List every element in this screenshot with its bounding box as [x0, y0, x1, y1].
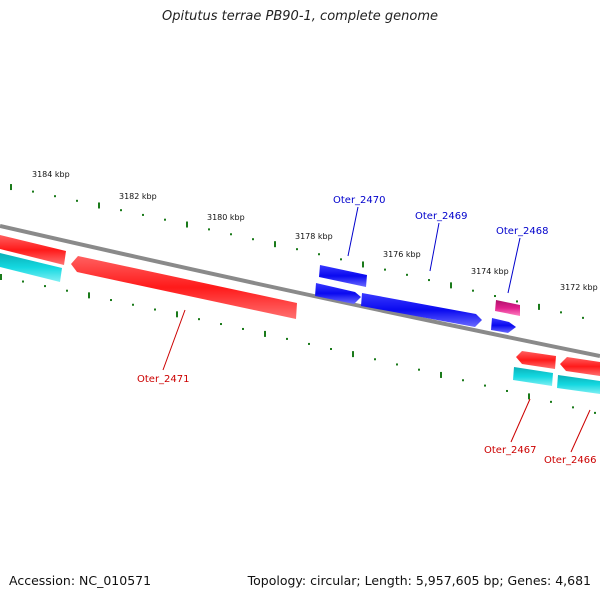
minor-tick — [572, 406, 574, 409]
gene-label-oter-2470[interactable]: Oter_2470 — [333, 195, 386, 206]
minor-tick — [494, 295, 496, 298]
minor-tick — [594, 411, 596, 414]
major-tick — [538, 303, 540, 310]
minor-tick — [318, 253, 320, 256]
genome-title: Opitutus terrae PB90-1, complete genome — [161, 9, 439, 24]
minor-tick — [164, 218, 166, 221]
major-tick — [274, 241, 276, 248]
tick-label: 3182 kbp — [119, 192, 157, 201]
minor-tick — [252, 238, 254, 241]
outer-tick-ring — [10, 184, 584, 319]
gene-oter-2467-red[interactable] — [516, 351, 556, 369]
leader-line — [347, 206, 359, 257]
minor-tick — [44, 285, 46, 288]
major-tick — [352, 351, 354, 358]
minor-tick — [582, 316, 584, 319]
tick-label: 3184 kbp — [32, 170, 70, 179]
minor-tick — [550, 400, 552, 403]
gene-oter-2470-top[interactable] — [319, 265, 367, 287]
gene-label-oter-2469[interactable]: Oter_2469 — [415, 211, 468, 222]
minor-tick — [308, 342, 310, 345]
major-tick — [362, 261, 364, 268]
minor-tick — [120, 209, 122, 212]
minor-tick — [66, 289, 68, 292]
gene-oter-2470[interactable] — [315, 283, 361, 304]
minor-tick — [418, 368, 420, 371]
major-tick — [10, 184, 12, 191]
gene-oter-2468-magenta[interactable] — [495, 300, 520, 316]
major-tick — [440, 371, 442, 378]
major-tick — [264, 330, 266, 337]
major-tick — [0, 274, 2, 280]
minor-tick — [330, 348, 332, 351]
gene-oter-2471[interactable] — [71, 256, 297, 319]
minor-tick — [54, 195, 56, 198]
gene-label-oter-2471[interactable]: Oter_2471 — [137, 374, 190, 385]
minor-tick — [208, 228, 210, 231]
major-tick — [450, 282, 452, 289]
genome-backbone — [0, 224, 600, 358]
leader-line — [570, 409, 591, 453]
minor-tick — [484, 384, 486, 387]
minor-tick — [110, 299, 112, 302]
tick-label: 3178 kbp — [295, 232, 333, 241]
minor-tick — [198, 318, 200, 321]
minor-tick — [142, 213, 144, 216]
gene-oter-2467[interactable] — [513, 367, 553, 386]
inner-tick-ring — [0, 274, 596, 414]
leader-line — [507, 237, 521, 294]
minor-tick — [384, 268, 386, 271]
minor-tick — [506, 389, 508, 392]
minor-tick — [132, 303, 134, 306]
major-tick — [186, 221, 188, 228]
leader-line — [510, 398, 531, 443]
minor-tick — [516, 300, 518, 303]
gene-red-left[interactable] — [0, 235, 66, 265]
accession-label: Accession: NC_010571 — [9, 573, 152, 588]
minor-tick — [230, 233, 232, 236]
gene-oter-2468[interactable] — [491, 318, 516, 333]
minor-tick — [296, 248, 298, 251]
gene-label-oter-2468[interactable]: Oter_2468 — [496, 226, 549, 237]
gene-label-oter-2467[interactable]: Oter_2467 — [484, 445, 537, 456]
minor-tick — [22, 280, 24, 283]
gene-oter-2466[interactable] — [557, 375, 600, 394]
minor-tick — [406, 273, 408, 276]
minor-tick — [32, 190, 34, 193]
minor-tick — [560, 311, 562, 314]
minor-tick — [220, 323, 222, 326]
leader-line — [162, 309, 186, 371]
tick-label: 3176 kbp — [383, 250, 421, 259]
minor-tick — [462, 379, 464, 382]
major-tick — [98, 202, 100, 209]
genome-summary: Topology: circular; Length: 5,957,605 bp… — [247, 573, 591, 588]
gene-oter-2466-red[interactable] — [560, 357, 600, 376]
major-tick — [528, 393, 530, 400]
gene-oter-2469[interactable] — [361, 293, 482, 327]
minor-tick — [374, 358, 376, 361]
minor-tick — [242, 327, 244, 330]
tick-label: 3180 kbp — [207, 213, 245, 222]
tick-label: 3172 kbp — [560, 283, 598, 292]
gene-label-oter-2466[interactable]: Oter_2466 — [544, 455, 597, 466]
leader-line — [429, 222, 440, 272]
minor-tick — [472, 289, 474, 292]
minor-tick — [154, 308, 156, 311]
minor-tick — [286, 337, 288, 340]
minor-tick — [76, 199, 78, 202]
major-tick — [88, 292, 90, 299]
minor-tick — [428, 279, 430, 282]
tick-label: 3174 kbp — [471, 267, 509, 276]
minor-tick — [340, 258, 342, 261]
minor-tick — [396, 363, 398, 366]
major-tick — [176, 311, 178, 318]
gene-cyan-left[interactable] — [0, 253, 62, 282]
